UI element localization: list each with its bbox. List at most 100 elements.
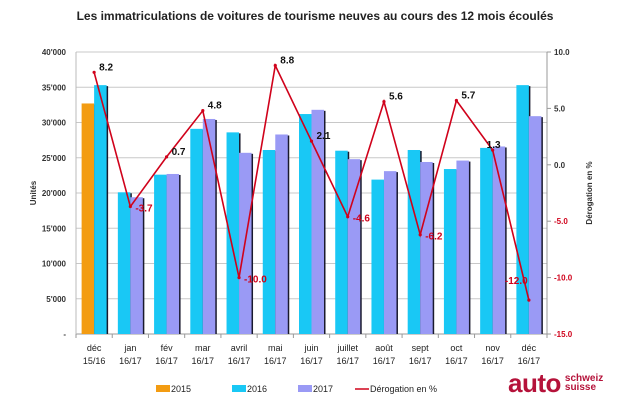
x-tick-label: 16/17 (445, 356, 468, 366)
y2-tick-label: 0.0 (554, 161, 566, 170)
bar-2017 (492, 146, 506, 334)
bar-2017 (383, 171, 397, 334)
line-point (92, 70, 96, 74)
data-label: -4.6 (353, 214, 371, 225)
x-tick-label: nov (485, 343, 500, 353)
x-tick-label: fév (161, 343, 174, 353)
legend-label: 2015 (171, 384, 191, 394)
x-tick-label: 16/17 (119, 356, 142, 366)
data-label: 8.8 (280, 56, 294, 67)
line-point (237, 276, 241, 280)
y-tick-label: 10'000 (42, 260, 67, 269)
bar-2017 (130, 197, 143, 334)
y-tick-label: 40'000 (42, 48, 67, 57)
x-tick-label: déc (522, 343, 537, 353)
data-label: 4.8 (208, 101, 222, 112)
x-tick-label: juillet (336, 343, 358, 353)
bar-2016 (226, 132, 240, 334)
bar-2016 (407, 149, 421, 334)
legend-label: Dérogation en % (370, 384, 437, 394)
y-tick-label: 30'000 (42, 119, 67, 128)
line-point (491, 148, 495, 152)
line-point (346, 215, 350, 219)
y-axis-title: Unités (29, 180, 38, 205)
bar-2016 (117, 192, 131, 334)
x-tick-label: mar (195, 343, 211, 353)
legend-label: 2017 (313, 384, 333, 394)
data-label: 2.1 (317, 131, 331, 142)
bar-2015 (81, 103, 95, 334)
x-tick-label: 15/16 (83, 356, 106, 366)
data-label: -12.0 (505, 276, 528, 287)
bar-2016 (443, 169, 457, 334)
x-tick-label: 16/17 (373, 356, 396, 366)
bar-2016 (94, 85, 107, 334)
data-label: -6.2 (425, 232, 443, 243)
y-tick-label: - (63, 330, 66, 339)
y2-tick-label: 5.0 (554, 104, 566, 113)
y-tick-label: 35'000 (42, 83, 67, 92)
line-point (418, 233, 422, 237)
y-tick-label: 20'000 (42, 189, 67, 198)
x-tick-label: 16/17 (228, 356, 251, 366)
bar-2016 (190, 128, 203, 334)
y2-axis-title: Dérogation en % (585, 161, 594, 224)
auto-schweiz-logo: auto schweiz suisse (508, 370, 603, 396)
bar-2017 (166, 173, 180, 334)
legend-swatch-2015 (156, 385, 170, 392)
x-tick-label: juin (303, 343, 318, 353)
bar-2016 (262, 149, 276, 334)
x-tick-label: mai (268, 343, 283, 353)
x-tick-label: 16/17 (481, 356, 504, 366)
bar-2017 (420, 161, 433, 334)
data-label: 8.2 (99, 62, 113, 73)
bar-2017 (275, 134, 288, 334)
x-tick-label: 16/17 (336, 356, 359, 366)
x-tick-label: 16/17 (300, 356, 323, 366)
data-label: 0.7 (172, 147, 186, 158)
x-tick-label: 16/17 (409, 356, 432, 366)
bar-2016 (516, 85, 529, 334)
y-tick-label: 25'000 (42, 154, 67, 163)
y2-tick-label: -10.0 (554, 274, 573, 283)
bar-2016 (299, 114, 312, 334)
legend-swatch-2016 (232, 385, 246, 392)
y-tick-label: 15'000 (42, 224, 67, 233)
line-point (201, 109, 205, 113)
logo-main: auto (508, 368, 561, 398)
x-tick-label: avril (231, 343, 248, 353)
logo-sub: schweiz suisse (564, 373, 604, 393)
y2-tick-label: 10.0 (554, 48, 570, 57)
legend-swatch-2017 (298, 385, 312, 392)
data-label: -10.0 (244, 275, 267, 286)
y2-tick-label: -5.0 (554, 217, 568, 226)
bar-2017 (311, 109, 324, 334)
line-point (382, 100, 386, 104)
x-tick-label: 16/17 (264, 356, 287, 366)
y-tick-label: 5'000 (46, 295, 66, 304)
x-tick-label: 16/17 (518, 356, 541, 366)
bar-2016 (335, 150, 348, 334)
data-label: -3.7 (135, 204, 153, 215)
bar-2016 (154, 174, 167, 334)
data-label: 5.6 (389, 92, 403, 103)
chart-title: Les immatriculations de voitures de tour… (76, 9, 554, 23)
x-tick-label: déc (87, 343, 102, 353)
line-point (128, 204, 132, 209)
x-tick-label: sept (412, 343, 430, 353)
bar-2016 (371, 179, 384, 334)
x-tick-label: oct (450, 343, 463, 353)
bar-2017 (347, 159, 361, 334)
line-point (454, 98, 459, 103)
bar-2017 (456, 160, 469, 334)
x-tick-label: jan (123, 343, 136, 353)
bar-2017 (528, 116, 542, 334)
data-label: 5.7 (461, 91, 475, 102)
line-point (309, 139, 314, 143)
y2-tick-label: -15.0 (554, 330, 573, 339)
bar-2017 (202, 118, 216, 334)
legend-label: 2016 (247, 384, 267, 394)
bar-2016 (480, 147, 493, 334)
line-point (164, 155, 169, 159)
